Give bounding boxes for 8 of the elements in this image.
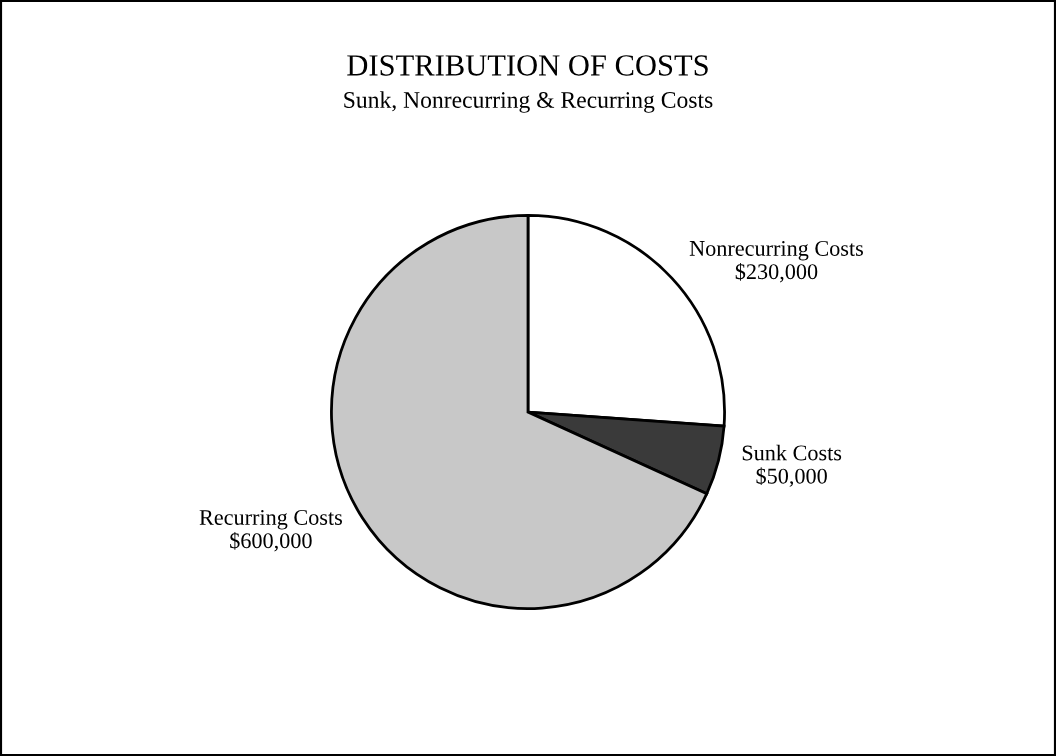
slice-label: Nonrecurring Costs — [689, 240, 863, 261]
chart-subtitle: Sunk, Nonrecurring & Recurring Costs — [344, 91, 713, 113]
data-label: $600,000 — [230, 531, 312, 552]
slice-label: Sunk Costs — [742, 444, 842, 461]
slice-label: Recurring Costs — [199, 509, 342, 530]
data-label: $230,000 — [735, 262, 818, 283]
data-label: $50,000 — [756, 467, 827, 487]
chart-title: DISTRIBUTION OF COSTS — [347, 55, 708, 76]
